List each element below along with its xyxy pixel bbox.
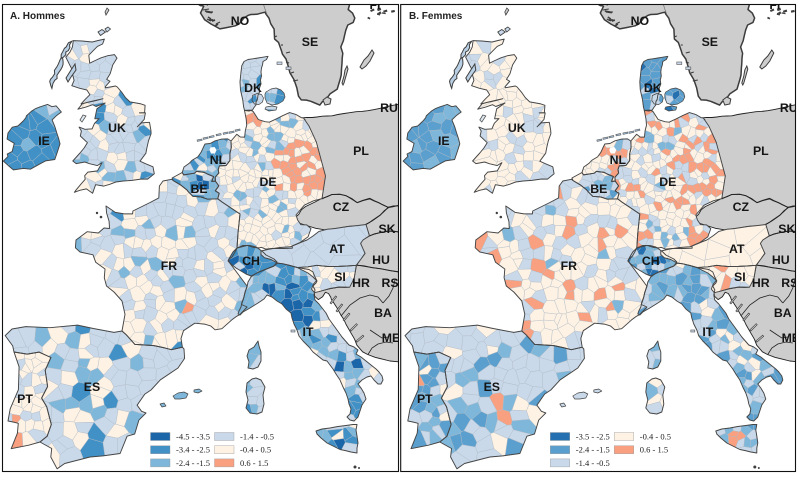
svg-text:SK: SK xyxy=(778,222,795,236)
svg-text:-1.4 - -0.5: -1.4 - -0.5 xyxy=(576,458,610,468)
svg-text:PL: PL xyxy=(353,144,369,158)
svg-text:PT: PT xyxy=(17,392,33,406)
svg-text:HR: HR xyxy=(752,276,770,290)
svg-text:UK: UK xyxy=(108,121,126,135)
svg-text:IT: IT xyxy=(303,325,314,339)
svg-text:0.6 - 1.5: 0.6 - 1.5 xyxy=(240,458,268,468)
svg-text:-3.4 - -2.5: -3.4 - -2.5 xyxy=(176,445,210,455)
svg-text:ME: ME xyxy=(382,331,400,345)
svg-text:PT: PT xyxy=(417,392,433,406)
svg-text:NO: NO xyxy=(631,14,650,28)
svg-text:AT: AT xyxy=(329,242,345,256)
svg-text:DE: DE xyxy=(259,175,276,189)
svg-text:SE: SE xyxy=(702,35,718,49)
svg-text:RS: RS xyxy=(781,276,798,290)
svg-text:HU: HU xyxy=(772,253,790,267)
svg-text:BA: BA xyxy=(774,306,792,320)
svg-text:CH: CH xyxy=(242,254,260,268)
svg-text:CZ: CZ xyxy=(733,200,750,214)
svg-text:A. Hommes: A. Hommes xyxy=(10,11,65,22)
svg-text:UK: UK xyxy=(508,121,526,135)
svg-text:IT: IT xyxy=(702,325,713,339)
svg-text:NL: NL xyxy=(210,153,227,167)
svg-text:-1.4 - -0.5: -1.4 - -0.5 xyxy=(240,432,274,442)
svg-text:PL: PL xyxy=(753,144,769,158)
svg-text:B. Femmes: B. Femmes xyxy=(409,11,463,22)
svg-text:NL: NL xyxy=(610,153,627,167)
svg-text:DK: DK xyxy=(644,81,662,95)
svg-text:-4.5 - -3.5: -4.5 - -3.5 xyxy=(176,432,210,442)
svg-text:DK: DK xyxy=(244,81,262,95)
svg-text:BA: BA xyxy=(374,306,392,320)
svg-text:BE: BE xyxy=(590,182,607,196)
svg-text:-2.4 - -1.5: -2.4 - -1.5 xyxy=(576,445,610,455)
svg-text:ES: ES xyxy=(84,380,100,394)
svg-text:FR: FR xyxy=(161,259,178,273)
svg-text:-3.5 - -2.5: -3.5 - -2.5 xyxy=(576,432,610,442)
svg-text:CH: CH xyxy=(642,254,660,268)
svg-text:FR: FR xyxy=(561,259,578,273)
svg-text:SI: SI xyxy=(334,270,346,284)
svg-text:IE: IE xyxy=(38,134,50,148)
svg-text:HR: HR xyxy=(352,276,370,290)
svg-text:SK: SK xyxy=(378,222,395,236)
svg-text:DE: DE xyxy=(659,175,676,189)
svg-text:-0.4 - 0.5: -0.4 - 0.5 xyxy=(640,432,671,442)
svg-text:NO: NO xyxy=(231,14,250,28)
svg-text:RU: RU xyxy=(780,101,798,115)
svg-text:ME: ME xyxy=(782,331,800,345)
svg-text:-0.4 - 0.5: -0.4 - 0.5 xyxy=(240,445,271,455)
svg-text:AT: AT xyxy=(729,242,745,256)
svg-text:IE: IE xyxy=(438,134,450,148)
svg-text:CZ: CZ xyxy=(333,200,350,214)
svg-text:ES: ES xyxy=(484,380,500,394)
svg-text:RU: RU xyxy=(380,101,398,115)
svg-text:SE: SE xyxy=(302,35,318,49)
svg-text:FI: FI xyxy=(370,0,381,12)
svg-text:0.6 - 1.5: 0.6 - 1.5 xyxy=(640,445,668,455)
svg-text:BE: BE xyxy=(190,182,207,196)
svg-text:HU: HU xyxy=(372,253,390,267)
svg-text:SI: SI xyxy=(734,270,746,284)
svg-text:FI: FI xyxy=(769,0,780,12)
svg-text:-2.4 - -1.5: -2.4 - -1.5 xyxy=(176,458,210,468)
svg-text:RS: RS xyxy=(381,276,398,290)
